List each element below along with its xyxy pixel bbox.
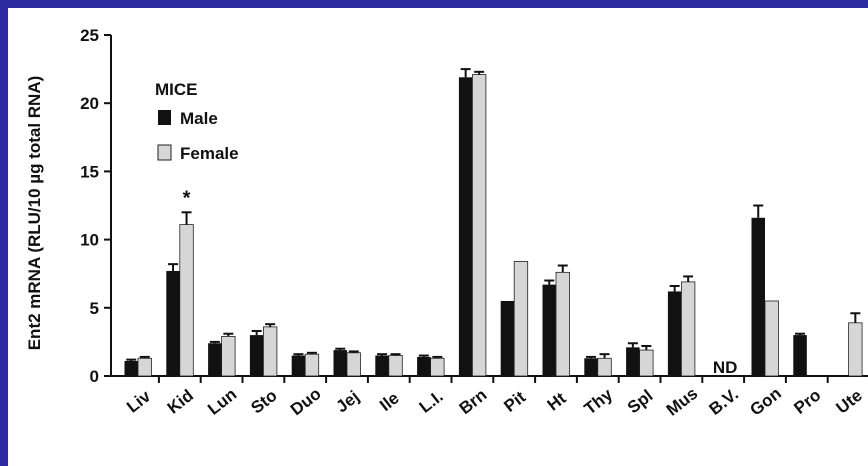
x-tick-label: Sto <box>247 386 280 418</box>
bar-male <box>667 291 682 376</box>
bar-male <box>500 300 515 376</box>
bar-female <box>848 322 863 377</box>
y-tick-label: 15 <box>80 162 99 181</box>
bar-female <box>681 281 696 377</box>
x-tick-labels: Liv Kid Lun Sto Duo Jej Ile L.I. Brn Pit Ht Thy Spl M… <box>123 384 866 420</box>
y-tick-label: 20 <box>80 94 99 113</box>
axes: 0 5 10 15 20 25 <box>80 26 868 386</box>
bar-female <box>471 74 487 377</box>
bar-male <box>417 356 431 376</box>
bar-male <box>208 343 222 376</box>
x-tick-label: L.I. <box>416 387 447 417</box>
x-tick-label: Ute <box>833 386 866 418</box>
x-tick-label: Lun <box>204 385 240 419</box>
bar-male <box>333 350 347 376</box>
legend-label-female: Female <box>180 144 239 163</box>
x-tick-label: Jej <box>332 387 362 417</box>
bar-female <box>262 326 278 377</box>
x-tick-label: Thy <box>581 385 617 419</box>
x-tick-label: Duo <box>287 384 325 419</box>
chart-frame: Ent2 mRNA (RLU/10 µg total RNA) 0 5 10 15 20… <box>8 8 868 466</box>
legend-swatch-female <box>157 144 172 161</box>
bar-male <box>542 284 556 376</box>
y-axis-label: Ent2 mRNA (RLU/10 µg total RNA) <box>25 76 44 351</box>
bar-male <box>291 355 306 376</box>
x-tick-label: Gon <box>746 384 784 420</box>
y-tick-label: 10 <box>80 231 99 250</box>
bar-female <box>304 353 320 377</box>
x-tick-label: Ht <box>544 388 570 414</box>
legend-swatch-male <box>158 110 171 125</box>
bar-chart: Ent2 mRNA (RLU/10 µg total RNA) 0 5 10 15 20… <box>25 26 868 420</box>
x-tick-label: Kid <box>164 386 197 418</box>
y-tick-label: 5 <box>90 299 99 318</box>
x-tick-label: Spl <box>624 386 657 417</box>
not-detected-label: ND <box>713 358 738 377</box>
bar-male <box>793 335 807 376</box>
bars: * ND <box>124 68 863 377</box>
bar-female <box>137 357 152 377</box>
y-tick-label: 25 <box>80 26 99 45</box>
bar-female <box>639 349 654 377</box>
legend: MICE Male Female <box>155 80 239 163</box>
x-tick-label: Mus <box>663 384 701 420</box>
bar-female <box>764 300 779 377</box>
bar-female <box>221 336 236 377</box>
bar-female <box>346 352 361 377</box>
significance-marker: * <box>183 187 191 209</box>
bar-male <box>584 358 598 376</box>
bar-male <box>375 355 389 376</box>
legend-title: MICE <box>155 80 198 99</box>
bar-female <box>597 357 612 377</box>
bar-female <box>513 261 529 377</box>
x-tick-label: Pit <box>500 387 529 416</box>
legend-label-male: Male <box>180 109 218 128</box>
bar-male <box>249 335 264 376</box>
bar-male <box>458 77 473 376</box>
x-tick-label: Ile <box>376 388 403 415</box>
bar-male <box>751 217 765 376</box>
x-tick-label: B.V. <box>706 384 743 418</box>
bar-male <box>626 347 640 376</box>
bar-male <box>124 360 138 376</box>
bar-female <box>430 357 445 377</box>
y-tick-label: 0 <box>90 367 99 386</box>
x-tick-label: Brn <box>456 385 491 418</box>
bar-male <box>166 270 180 376</box>
bar-female <box>179 224 194 377</box>
bar-female <box>555 271 570 377</box>
x-tick-label: Pro <box>790 385 824 417</box>
bar-female <box>388 355 403 377</box>
x-tick-label: Liv <box>123 386 154 416</box>
